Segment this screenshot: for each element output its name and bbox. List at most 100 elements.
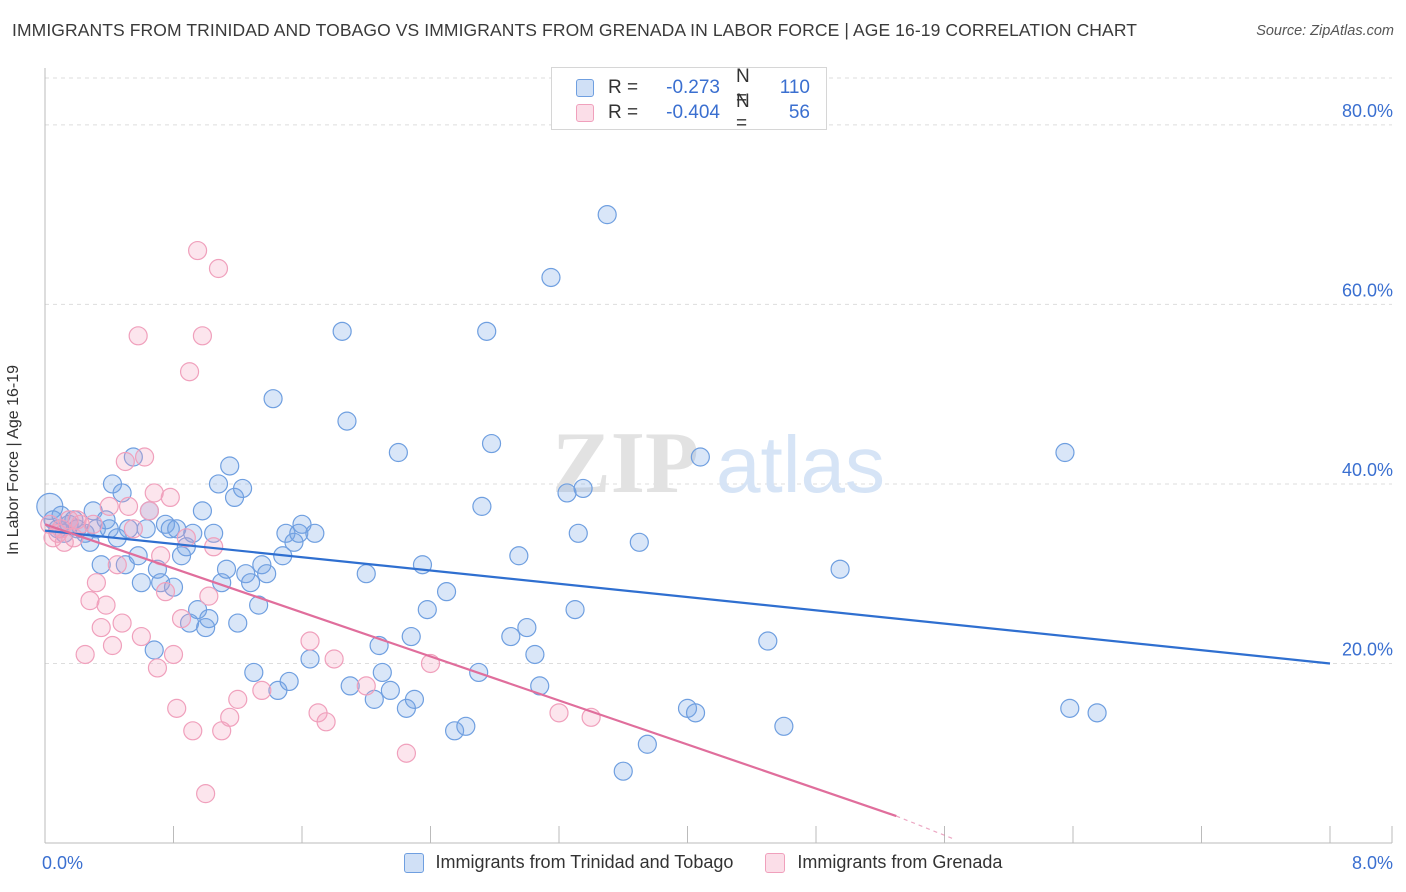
data-point (541, 267, 561, 288)
data-point (549, 703, 569, 723)
data-point (167, 698, 187, 718)
data-point (436, 582, 457, 602)
correlation-legend: R = -0.273 N = 110 R = -0.404 N = 56 (551, 66, 827, 134)
series-legend-trinidad: Immigrants from Trinidad and Tobago (403, 852, 733, 873)
data-point (163, 644, 184, 665)
legend-n-value: 56 (788, 102, 810, 123)
data-point (1060, 698, 1080, 718)
watermark-zip: ZIP (552, 415, 699, 512)
data-point (220, 707, 240, 727)
trend-line-extension (896, 815, 953, 840)
data-point (525, 644, 545, 665)
data-point (690, 447, 710, 467)
chart-title: IMMIGRANTS FROM TRINIDAD AND TOBAGO VS I… (12, 20, 1138, 40)
series-legend-grenada: Immigrants from Grenada (765, 852, 1002, 873)
legend-r-label: R = (608, 102, 639, 123)
data-point (305, 523, 325, 543)
series-swatch-trinidad (403, 852, 424, 873)
data-point (91, 617, 111, 638)
data-point (509, 546, 529, 566)
data-point (232, 478, 253, 499)
data-point (758, 631, 778, 651)
data-point (144, 483, 164, 503)
data-point (396, 743, 417, 763)
watermark-atlas: atlas (716, 420, 885, 509)
data-point (216, 559, 237, 579)
data-point (252, 680, 272, 701)
data-point (183, 721, 203, 741)
data-point (199, 586, 219, 606)
data-point (192, 326, 213, 346)
data-point (481, 433, 502, 454)
data-point (59, 510, 79, 530)
trend-line (44, 523, 897, 818)
data-point (456, 716, 476, 736)
data-point (380, 680, 400, 701)
data-point (257, 564, 277, 584)
data-point (228, 689, 248, 709)
data-point (444, 721, 465, 741)
source-label: Source: ZipAtlas.com (1256, 23, 1394, 39)
data-point (196, 784, 216, 804)
data-point (123, 519, 143, 539)
data-point (565, 600, 585, 620)
data-point (208, 258, 229, 279)
series-grenada (40, 240, 601, 804)
data-point (557, 483, 577, 503)
data-point (629, 532, 649, 552)
x-tick-label: 0.0% (42, 853, 83, 873)
y-tick-label: 40.0% (1342, 460, 1393, 480)
legend-swatch-trinidad (576, 79, 594, 97)
series-trinidad (36, 205, 1107, 781)
data-point (472, 496, 492, 516)
data-point (263, 389, 283, 409)
data-point (613, 761, 633, 781)
data-point (241, 573, 261, 593)
axes (44, 68, 1393, 844)
data-point (340, 676, 360, 696)
data-point (199, 608, 219, 629)
data-point (204, 523, 224, 543)
legend-n-label: N = (736, 66, 750, 109)
data-point (91, 555, 111, 575)
data-point (597, 205, 617, 225)
data-point (208, 474, 229, 494)
data-point (102, 635, 123, 656)
data-point (171, 546, 192, 566)
data-point (324, 649, 344, 669)
legend-r-label: R = (608, 77, 639, 98)
data-point (179, 362, 200, 382)
data-point (139, 501, 160, 521)
series-label-grenada: Immigrants from Grenada (797, 852, 1003, 872)
data-point (477, 321, 497, 341)
data-point (356, 564, 376, 584)
data-point (774, 716, 794, 736)
data-point (249, 595, 269, 615)
data-point (131, 573, 151, 593)
legend-n-label: N = (736, 91, 750, 134)
data-points (36, 205, 1107, 804)
data-point (118, 496, 139, 516)
data-point (637, 734, 657, 754)
data-point (332, 321, 352, 341)
data-point (128, 326, 148, 346)
y-tick-label: 80.0% (1342, 101, 1393, 121)
x-tick-label: 8.0% (1352, 853, 1393, 873)
trend-lines (44, 523, 1331, 840)
data-point (316, 712, 336, 732)
data-point (236, 564, 256, 584)
data-point (176, 528, 196, 548)
trend-line (44, 529, 1331, 665)
data-point (372, 662, 392, 683)
legend-r-value: -0.273 (666, 77, 720, 98)
data-point (388, 442, 408, 463)
data-point (685, 703, 706, 723)
data-point (300, 631, 320, 651)
data-point (86, 573, 107, 593)
data-point (220, 456, 240, 476)
data-point (401, 626, 421, 647)
data-point (568, 523, 588, 543)
data-point (75, 644, 95, 665)
legend-row-trinidad: R = -0.273 N = 110 (576, 66, 810, 109)
